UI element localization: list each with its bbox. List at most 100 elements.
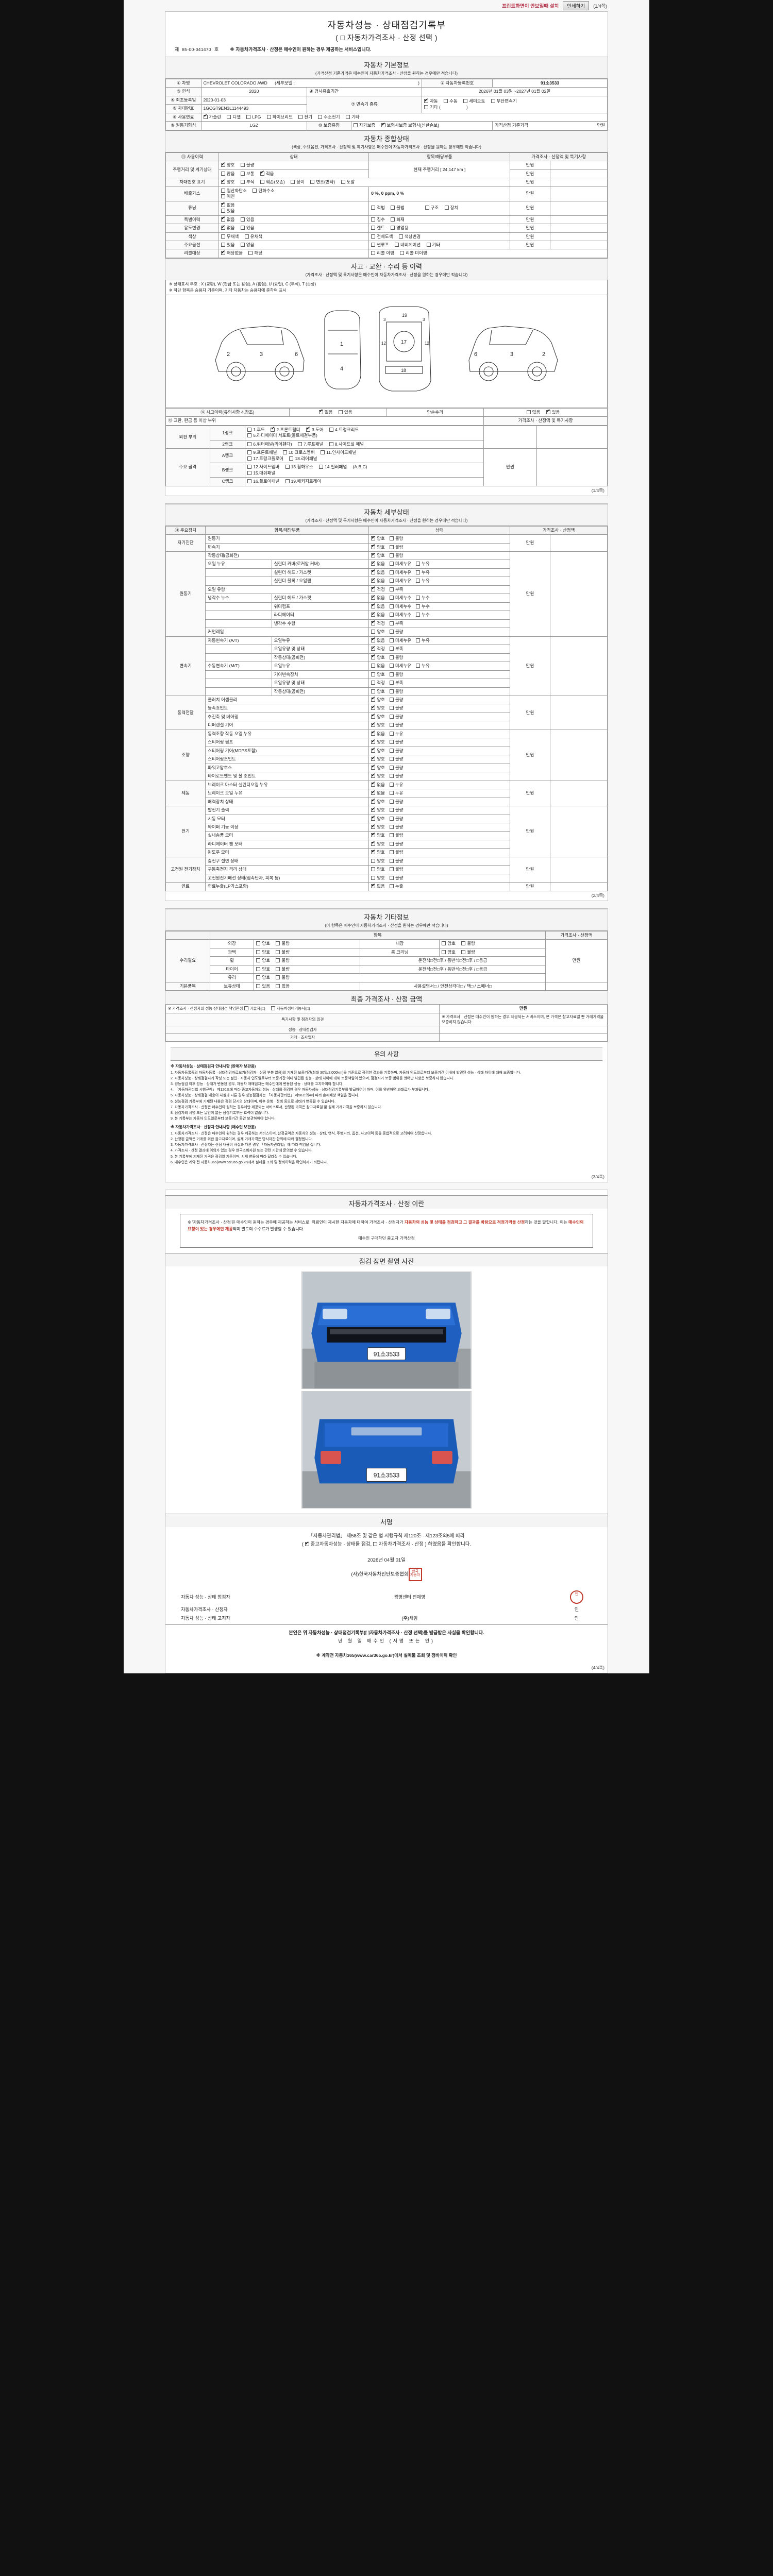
- checkbox-icon[interactable]: [306, 426, 310, 432]
- checkbox-icon[interactable]: [260, 180, 264, 184]
- detail-note-cell[interactable]: [549, 534, 608, 552]
- trans-opt-auto[interactable]: 자동: [424, 98, 438, 104]
- checkbox-icon[interactable]: [221, 250, 225, 256]
- checkbox-icon[interactable]: [371, 672, 376, 676]
- checkbox-icon[interactable]: [310, 180, 315, 184]
- detail-price-cell[interactable]: 만원: [510, 695, 550, 730]
- checkbox-icon[interactable]: [247, 433, 252, 438]
- checkbox-icon[interactable]: [461, 950, 466, 954]
- checkbox-icon[interactable]: [329, 427, 334, 432]
- detail-opt-누유[interactable]: 누유: [389, 731, 403, 737]
- checkbox-icon[interactable]: [389, 875, 394, 880]
- detail-opt-불량[interactable]: 불량: [389, 536, 403, 541]
- checkbox-icon[interactable]: [389, 833, 394, 838]
- mileage-opt-many[interactable]: 많음: [221, 171, 234, 177]
- detail-opt-양호[interactable]: 양호: [371, 807, 385, 813]
- accident-opt-none[interactable]: 없음: [318, 409, 333, 415]
- part-5-radiator-support[interactable]: 5.라디에이터 서포트(볼트체결부품): [247, 433, 317, 438]
- polish-opt-good[interactable]: 양호: [256, 950, 270, 955]
- detail-opt-불량[interactable]: 불량: [389, 739, 403, 745]
- checkbox-icon[interactable]: [391, 226, 395, 230]
- checkbox-icon[interactable]: [389, 545, 394, 549]
- checkbox-icon[interactable]: [400, 251, 405, 256]
- checkbox-icon[interactable]: [371, 544, 375, 549]
- detail-opt-누유[interactable]: 누유: [416, 578, 430, 584]
- checkbox-icon[interactable]: [321, 450, 325, 455]
- detail-opt-없음[interactable]: 없음: [371, 569, 385, 575]
- detail-note-cell[interactable]: [549, 729, 608, 781]
- checkbox-icon[interactable]: [371, 206, 376, 210]
- detail-opt-없음[interactable]: 없음: [371, 663, 385, 669]
- tuning-opt-yes[interactable]: 있음: [221, 208, 234, 214]
- checkbox-icon[interactable]: [381, 122, 385, 128]
- detail-opt-양호[interactable]: 양호: [371, 773, 385, 779]
- checkbox-icon[interactable]: [416, 570, 421, 574]
- checkbox-icon[interactable]: [329, 442, 333, 446]
- checkbox-icon[interactable]: [371, 764, 375, 770]
- fuel-opt-hydrogen[interactable]: 수소전기: [318, 114, 340, 120]
- checkbox-icon[interactable]: [389, 630, 394, 634]
- checkbox-icon[interactable]: [389, 697, 394, 702]
- checkbox-icon[interactable]: [424, 105, 429, 109]
- tuning-opt-device[interactable]: 장치: [444, 205, 458, 211]
- wheel-opt-bad[interactable]: 불량: [276, 958, 290, 963]
- detail-opt-양호[interactable]: 양호: [371, 858, 385, 864]
- detail-opt-불량[interactable]: 불량: [389, 858, 403, 864]
- checkbox-icon[interactable]: [291, 180, 295, 184]
- checkbox-icon[interactable]: [389, 562, 394, 566]
- checkbox-icon[interactable]: [203, 113, 208, 119]
- checkbox-icon[interactable]: [389, 867, 394, 872]
- checkbox-icon[interactable]: [389, 621, 394, 625]
- checkbox-icon[interactable]: [319, 465, 324, 469]
- checkbox-icon[interactable]: [391, 206, 395, 210]
- detail-opt-누유[interactable]: 누유: [416, 663, 430, 669]
- checkbox-icon[interactable]: [244, 234, 249, 239]
- checkbox-icon[interactable]: [389, 748, 394, 753]
- checkbox-icon[interactable]: [353, 123, 358, 128]
- checkbox-icon[interactable]: [389, 740, 394, 744]
- checkbox-icon[interactable]: [389, 655, 394, 659]
- detail-opt-미세누수[interactable]: 미세누수: [389, 595, 411, 601]
- part-15-dash-panel[interactable]: 15.대쉬패널: [247, 470, 275, 476]
- checkbox-icon[interactable]: [389, 731, 394, 736]
- checkbox-icon[interactable]: [371, 824, 375, 829]
- checkbox-icon[interactable]: [221, 216, 225, 222]
- detail-opt-누유[interactable]: 누유: [416, 638, 430, 643]
- warranty-opt-self[interactable]: 자가보증: [353, 123, 375, 128]
- checkbox-icon[interactable]: [240, 171, 245, 176]
- special-opt-flood[interactable]: 침수: [371, 217, 385, 223]
- checkbox-icon[interactable]: [371, 681, 376, 685]
- accident-opt-yes[interactable]: 있음: [338, 410, 352, 415]
- mileage-opt-normal[interactable]: 보통: [240, 171, 254, 177]
- checkbox-icon[interactable]: [371, 595, 375, 600]
- part-8-side-sill-panel[interactable]: 8.사이드실 패널: [329, 442, 364, 447]
- checkbox-icon[interactable]: [256, 984, 261, 988]
- part-3-door[interactable]: 3.도어: [306, 426, 324, 433]
- checkbox-icon[interactable]: [371, 867, 376, 872]
- detail-note-cell[interactable]: [549, 780, 608, 807]
- vinmark-opt-damage[interactable]: 훼손(오손): [260, 179, 285, 185]
- special-opt-fire[interactable]: 화재: [391, 217, 405, 223]
- checkbox-icon[interactable]: [389, 664, 394, 668]
- vinmark-opt-altered[interactable]: 변조(변타): [310, 179, 335, 185]
- exterior-price-cell[interactable]: [483, 425, 537, 449]
- checkbox-icon[interactable]: [461, 941, 466, 946]
- detail-opt-불량[interactable]: 불량: [389, 773, 403, 779]
- checkbox-icon[interactable]: [282, 450, 287, 455]
- checkbox-icon[interactable]: [389, 808, 394, 812]
- checkbox-icon[interactable]: [371, 637, 375, 642]
- detail-note-cell[interactable]: [549, 695, 608, 730]
- usechange-opt-rent[interactable]: 렌트: [371, 225, 385, 231]
- checkbox-icon[interactable]: [373, 1542, 377, 1547]
- part-16-floor-panel[interactable]: 16.플로어패널: [247, 479, 279, 484]
- special-opt-yes[interactable]: 있음: [240, 217, 254, 223]
- price-note-cell[interactable]: [549, 169, 608, 179]
- detail-opt-양호[interactable]: 양호: [371, 629, 385, 635]
- checkbox-icon[interactable]: [371, 858, 376, 863]
- repair-price-cell[interactable]: 만원: [545, 939, 608, 982]
- detail-opt-양호[interactable]: 양호: [371, 696, 385, 703]
- ext-opt-bad[interactable]: 불량: [276, 941, 290, 946]
- checkbox-icon[interactable]: [227, 114, 231, 119]
- checkbox-icon[interactable]: [389, 791, 394, 795]
- checkbox-icon[interactable]: [221, 225, 225, 230]
